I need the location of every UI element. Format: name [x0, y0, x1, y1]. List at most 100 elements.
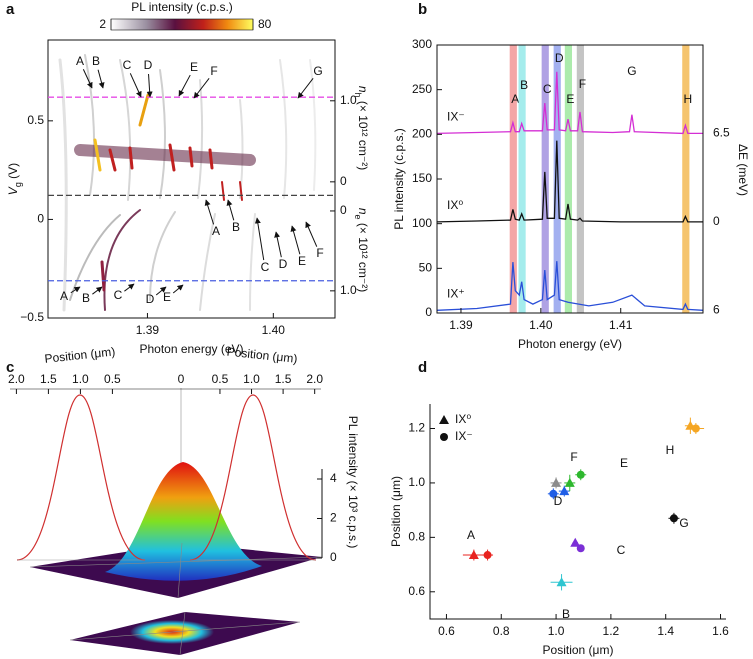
- axes: [429, 404, 726, 620]
- x-tick-label: 1.0: [72, 372, 89, 386]
- band: [682, 45, 690, 313]
- peak-arrow: [305, 221, 318, 247]
- peak-arrow: [204, 199, 215, 225]
- peak-label: C: [261, 260, 270, 274]
- peak-label: A: [76, 54, 84, 68]
- ne-axis-label-part: (× 10¹² cm⁻²): [356, 220, 370, 293]
- marker: [564, 477, 575, 487]
- marker: [669, 514, 678, 523]
- x-axis-label: Position (μm): [226, 345, 298, 366]
- y-tick-label: 0.8: [408, 530, 425, 544]
- panel-label: c: [6, 359, 14, 376]
- peak-label: C: [114, 288, 123, 302]
- band: [576, 45, 584, 313]
- x-axis-label: Photon energy (eV): [139, 342, 243, 356]
- x-tick-label: 1.6: [712, 624, 729, 638]
- y-axis-label-part: (V): [6, 163, 20, 182]
- colorbar-tick-label: 80: [258, 17, 272, 31]
- delta-label: 0: [713, 214, 720, 228]
- band-label: A: [511, 92, 519, 106]
- legend-label: IX⁰: [455, 412, 471, 426]
- marker: [576, 470, 585, 479]
- y-tick-label: 200: [412, 127, 432, 141]
- band: [553, 45, 561, 313]
- y-axis-label: Position (μm): [389, 476, 403, 547]
- right-tick-label: 0: [340, 174, 347, 188]
- y-tick-label: 250: [412, 82, 432, 96]
- z-tick-label: 2: [330, 511, 337, 525]
- peak-label: D: [144, 58, 153, 72]
- y-tick-label: −0.5: [20, 310, 44, 324]
- peak-arrow: [97, 69, 105, 89]
- x-tick-label: 1.4: [657, 624, 674, 638]
- x-tick-label: 0.5: [104, 372, 121, 386]
- x-tick-label: 1.2: [603, 624, 620, 638]
- plot-frame: [47, 39, 336, 319]
- series-label: IX⁺: [447, 286, 465, 300]
- y-tick-label: 50: [419, 261, 433, 275]
- point-label: E: [620, 456, 628, 470]
- peak-label: D: [146, 292, 155, 306]
- peak-label: B: [232, 220, 240, 234]
- ne-axis-label-part: n: [356, 208, 370, 215]
- peak-arrow: [193, 78, 210, 99]
- ne-axis-label: ne (× 10¹² cm⁻²): [353, 208, 370, 292]
- x-tick-label: 1.0: [243, 372, 260, 386]
- ne-axis-label-part: e: [353, 215, 363, 220]
- point-label: H: [666, 443, 675, 457]
- x-tick-label: 1.40: [529, 318, 553, 332]
- peak-arrow: [290, 225, 301, 255]
- peak-arrow: [82, 69, 93, 89]
- point-label: G: [679, 516, 688, 530]
- y-tick-label: 0.5: [27, 113, 44, 127]
- x-tick-label: 2.0: [306, 372, 323, 386]
- peak-arrow: [129, 73, 142, 98]
- peak-arrow: [297, 78, 314, 99]
- point-label: A: [467, 528, 475, 542]
- peak-label: B: [82, 291, 90, 305]
- marker: [556, 577, 567, 587]
- z-tick-label: 4: [330, 471, 337, 485]
- band-label: H: [683, 92, 692, 106]
- legend-marker: [439, 415, 449, 424]
- x-axis-label: Photon energy (eV): [518, 337, 622, 351]
- peak-label: B: [92, 54, 100, 68]
- point-label: F: [570, 450, 577, 464]
- peak-arrow: [172, 284, 184, 294]
- peak-arrow: [226, 199, 235, 221]
- x-tick-label: 0.8: [493, 624, 510, 638]
- band: [509, 45, 517, 313]
- right-tick-label: 0: [340, 203, 347, 217]
- nh-axis-label-part: h: [353, 93, 363, 98]
- panel-label: b: [418, 1, 427, 18]
- nh-axis-label-part: (× 10¹² cm⁻²): [356, 98, 370, 171]
- marker: [570, 537, 581, 547]
- peak-arrow: [155, 286, 167, 296]
- y-tick-label: 300: [412, 37, 432, 51]
- peak-arrow: [146, 73, 153, 98]
- x-tick-label: 0.6: [438, 624, 455, 638]
- x-axis-label: Position (μm): [44, 345, 116, 366]
- y-tick-label: 0: [425, 305, 432, 319]
- y-axis-label: PL intensity (c.p.s.): [392, 128, 406, 230]
- right-tick-label: 1.0: [340, 93, 357, 107]
- y-tick-label: 100: [412, 216, 432, 230]
- band-label: E: [566, 92, 574, 106]
- marker: [549, 489, 558, 498]
- panel-label: d: [418, 359, 427, 376]
- spectrum: [436, 261, 704, 311]
- surface-decor: [16, 388, 323, 656]
- colorbar: [110, 18, 254, 31]
- y-axis-label-part: g: [13, 182, 23, 187]
- marker: [483, 551, 492, 560]
- delta-label: 6.5: [713, 126, 730, 140]
- y-tick-label: 1.0: [408, 475, 425, 489]
- series-label: IX⁰: [447, 198, 463, 212]
- peak-label: G: [627, 64, 636, 78]
- x-tick-label: 2.0: [8, 372, 25, 386]
- point-label: D: [554, 494, 563, 508]
- marker: [468, 550, 479, 560]
- z-axis-label: PL intensity (× 10³ c.p.s.): [346, 416, 360, 549]
- peak-label: E: [298, 254, 306, 268]
